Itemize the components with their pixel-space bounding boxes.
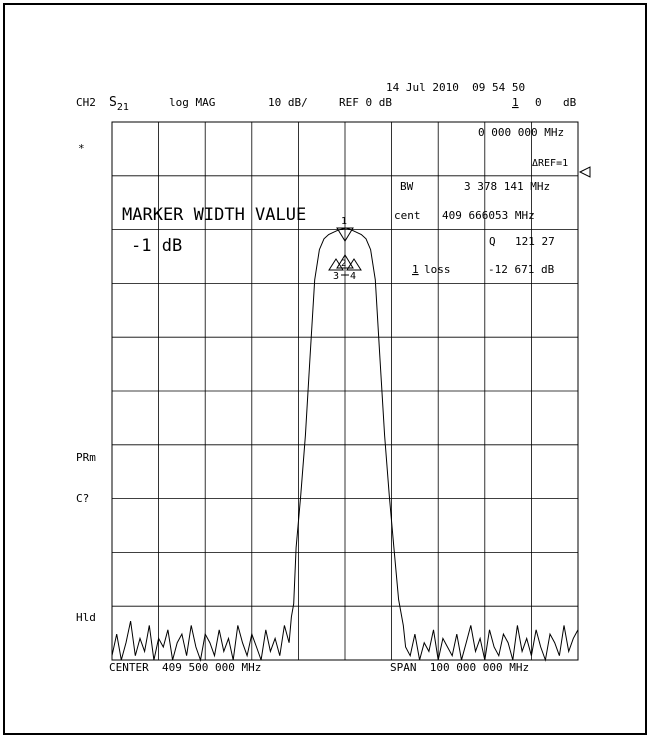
- center-frequency-label: CENTER 409 500 000 MHz: [109, 661, 261, 674]
- marker-width-value: -1 dB: [131, 236, 182, 256]
- loss-marker-num: 1: [412, 263, 419, 276]
- param-label: S21: [109, 95, 129, 113]
- cent-label: cent: [394, 209, 421, 222]
- marker-3-triangle: [328, 258, 344, 271]
- star-label: *: [78, 142, 85, 155]
- active-marker-value: 0: [535, 96, 542, 109]
- marker-4-triangle: [346, 258, 362, 271]
- marker-layer: 1 2 3 4: [328, 166, 591, 282]
- loss-value: -12 671 dB: [488, 263, 555, 276]
- bw-value: 3 378 141 MHz: [464, 180, 550, 193]
- cent-value: 409 666053 MHz: [442, 209, 535, 222]
- graticule: [111, 121, 579, 661]
- outer-border: [3, 3, 647, 735]
- marker-4-label: 4: [350, 271, 356, 282]
- marker-2-triangle: [336, 254, 354, 269]
- param-base: S: [109, 95, 117, 110]
- reference-label: REF 0 dB: [339, 96, 392, 109]
- format-label: log MAG: [169, 96, 215, 109]
- channel-label: CH2: [76, 96, 96, 109]
- q-value: 121 27: [515, 235, 555, 248]
- active-marker-num: 1: [512, 96, 519, 109]
- bw-label: BW: [400, 180, 414, 193]
- marker-3-label: 3: [333, 271, 339, 282]
- loss-label: loss: [424, 263, 451, 276]
- q-label: Q: [489, 235, 496, 248]
- prm-label: PRm: [76, 451, 96, 464]
- param-sub: 21: [117, 102, 129, 113]
- marker-width-title: MARKER WIDTH VALUE: [122, 205, 306, 225]
- span-label: SPAN 100 000 000 MHz: [390, 661, 529, 674]
- marker-1-triangle: [336, 227, 354, 242]
- scale-label: 10 dB/: [268, 96, 308, 109]
- marker-1-label: 1: [341, 216, 347, 227]
- delta-ref-readout: ΔREF=1: [532, 158, 568, 169]
- delta-ref-triangle: [578, 166, 591, 178]
- hld-label: Hld: [76, 611, 96, 624]
- marker-freq-readout: 0 000 000 MHz: [478, 126, 564, 139]
- cq-label: C?: [76, 492, 89, 505]
- datetime-label: 14 Jul 2010 09 54 50: [386, 81, 525, 94]
- active-marker-unit: dB: [563, 96, 577, 109]
- marker-2-label: 2: [341, 259, 346, 269]
